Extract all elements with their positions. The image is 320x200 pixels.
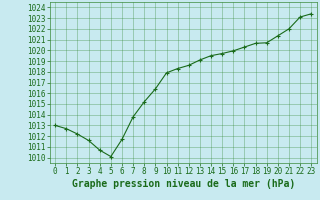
X-axis label: Graphe pression niveau de la mer (hPa): Graphe pression niveau de la mer (hPa) [72, 179, 295, 189]
